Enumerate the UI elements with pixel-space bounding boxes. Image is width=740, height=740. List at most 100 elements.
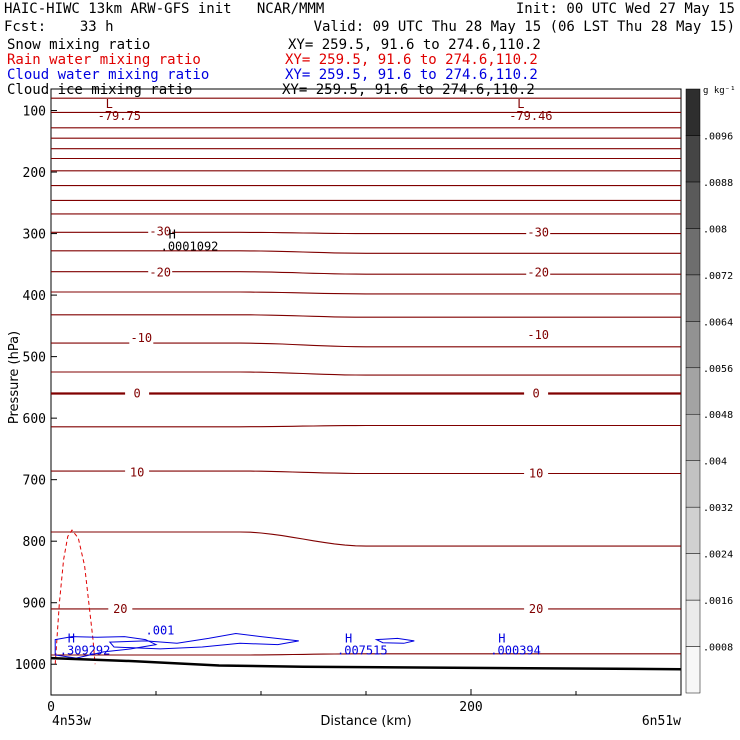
colorbar-segment	[685, 646, 701, 694]
y-tick-label: 100	[23, 105, 46, 120]
colorbar-label: .0032	[703, 503, 733, 514]
field-rain-name: Rain water mixing ratio	[7, 52, 201, 68]
field-snow-xy: XY= 259.5, 91.6 to 274.6,110.2	[288, 37, 541, 53]
y-tick-label: 200	[23, 166, 46, 181]
temperature-label: 10	[130, 465, 144, 479]
colorbar-label: .0024	[703, 550, 733, 561]
colorbar-unit: g kg⁻¹	[703, 86, 736, 96]
field-cloudice-name: Cloud ice mixing ratio	[7, 82, 193, 98]
colorbar-segment	[685, 413, 701, 461]
terrain-surface	[50, 656, 682, 671]
cloud-water-contour-line	[108, 632, 299, 650]
rain-water-contour	[54, 529, 96, 665]
temperature-contour	[51, 653, 681, 656]
temperature-label: -20	[527, 265, 549, 279]
colorbar-label: .0064	[703, 317, 733, 328]
colorbar-label: .0016	[703, 596, 733, 607]
extremum-value: -79.75	[98, 109, 141, 123]
temperature-contour	[51, 342, 681, 348]
field-cloudwater-xy: XY= 259.5, 91.6 to 274.6,110.2	[285, 67, 538, 83]
temperature-label: 0	[133, 387, 140, 401]
terrain-line	[50, 656, 682, 671]
colorbar-segment	[685, 599, 701, 647]
temperature-contour	[51, 470, 681, 475]
contour-label-bg	[526, 265, 551, 279]
colorbar-label: .008	[703, 224, 727, 235]
extremum-symbol: L	[517, 97, 524, 111]
y-tick-label: 600	[23, 412, 46, 427]
temperature-label: -20	[149, 265, 171, 279]
colorbar-segment	[685, 274, 701, 322]
temperature-label: -10	[130, 331, 152, 345]
extrema-markers: L-79.75L-79.46H.0001092H.309292H.007515H…	[60, 97, 553, 658]
rain-water-contour-line	[54, 529, 96, 665]
extremum-symbol: H	[498, 632, 505, 646]
x-endpoint-right: 6n51w	[642, 714, 681, 729]
temperature-contours	[51, 97, 681, 656]
colorbar-segment	[685, 228, 701, 276]
temperature-label: 20	[529, 602, 543, 616]
colorbar-label: .0048	[703, 410, 733, 421]
header-forecast: Fcst: 33 h	[4, 19, 114, 35]
y-axis-label: Pressure (hPa)	[7, 330, 23, 425]
colorbar-label: .0008	[703, 643, 733, 654]
temperature-contour	[51, 314, 681, 318]
extremum-value: .309292	[60, 644, 111, 658]
colorbar-segment	[685, 367, 701, 415]
y-tick-label: 400	[23, 289, 46, 304]
cloud-water-contour-line	[54, 636, 158, 659]
header-init: Init: 00 UTC Wed 27 May 15	[515, 1, 735, 17]
contour-label-bg	[526, 225, 551, 239]
y-tick-label: 1000	[15, 658, 46, 673]
contour-label-bg	[148, 265, 173, 279]
colorbar-label: .0088	[703, 178, 733, 189]
colorbar-segment	[685, 135, 701, 183]
temperature-contour-labels: -30 -30 -20 -20 -10 -10 0 0 10 10 20 20	[108, 224, 551, 616]
colorbar-segment	[685, 506, 701, 554]
x-axis-label: Distance (km)	[320, 714, 411, 729]
x-endpoint-left: 4n53w	[52, 714, 91, 729]
colorbar-label: .0072	[703, 271, 733, 282]
colorbar-label: .0096	[703, 131, 733, 142]
header-valid: Valid: 09 UTC Thu 28 May 15 (06 LST Thu …	[313, 19, 735, 35]
temperature-contour	[51, 271, 681, 275]
temperature-label: -10	[527, 328, 549, 342]
y-tick-label: 800	[23, 535, 46, 550]
field-rain-xy: XY= 259.5, 91.6 to 274.6,110.2	[285, 52, 538, 68]
temperature-label: 10	[529, 467, 543, 481]
y-tick-label: 500	[23, 351, 46, 366]
temperature-contour	[51, 291, 681, 295]
colorbar-segment	[685, 321, 701, 369]
temperature-label: -30	[149, 225, 171, 239]
colorbar-label: .0056	[703, 364, 733, 375]
extremum-value: .007515	[337, 644, 388, 658]
colorbar-segment	[685, 553, 701, 601]
contour-label-bg	[129, 331, 154, 345]
field-cloudice-xy: XY= 259.5, 91.6 to 274.6,110.2	[282, 82, 535, 98]
field-snow-name: Snow mixing ratio	[7, 37, 151, 53]
colorbar: .0008 .0016 .0024 .0032 .004 .0048 .0056 .0064.…	[685, 86, 736, 694]
temperature-label: -30	[527, 225, 549, 239]
colorbar-segment	[685, 460, 701, 508]
header-title: HAIC-HIWC 13km ARW-GFS init NCAR/MMM	[4, 1, 325, 17]
extremum-value: .0001092	[161, 240, 219, 254]
temperature-contour	[51, 371, 681, 376]
colorbar-label: .004	[703, 457, 727, 468]
extremum-symbol: H	[169, 228, 176, 242]
temperature-contour	[51, 424, 681, 428]
y-tick-label: 700	[23, 474, 46, 489]
extremum-symbol: H	[345, 632, 352, 646]
temperature-contour	[51, 250, 681, 254]
contour-label-bg	[125, 386, 150, 400]
extremum-symbol: L	[106, 97, 113, 111]
contour-label-bg	[148, 224, 173, 238]
field-cloudwater-name: Cloud water mixing ratio	[7, 67, 210, 83]
y-tick-label: 300	[23, 228, 46, 243]
colorbar-segment	[685, 88, 701, 136]
temperature-label: 20	[113, 602, 127, 616]
contour-label-bg	[524, 601, 549, 615]
extremum-symbol: H	[68, 632, 75, 646]
colorbar-segment	[685, 181, 701, 229]
contour-label-bg	[526, 328, 551, 342]
contour-label-bg	[524, 386, 549, 400]
